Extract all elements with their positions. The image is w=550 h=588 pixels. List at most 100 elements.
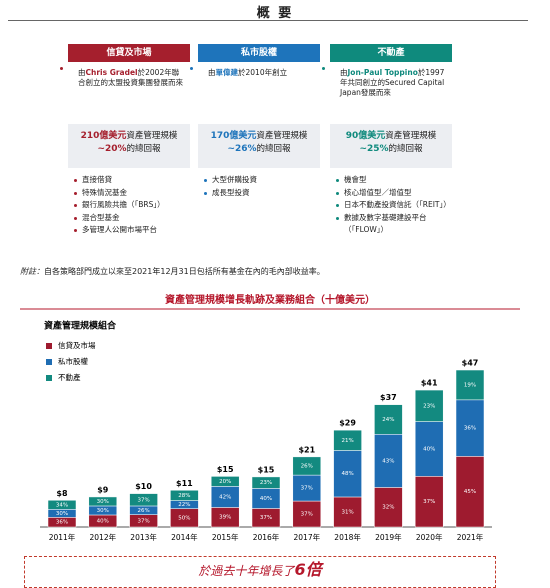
- bullet: 直接借貸: [74, 174, 190, 187]
- amount-text: 資產管理規模: [385, 131, 437, 141]
- intro: 由Chris Gradel於2002年聯合創立的太盟投資集團發展而來: [60, 62, 190, 118]
- amount-text: 資產管理規模: [256, 131, 308, 141]
- column-header: 信貸及市場: [68, 44, 190, 62]
- segment-label: 24%: [382, 417, 394, 423]
- chart: 資產管理規模增長軌跡及業務組合（十億美元） 資產管理規模組合 信貸及市場私市股權…: [20, 293, 520, 542]
- intro-pre: 由: [208, 68, 216, 77]
- segment-label: 32%: [382, 505, 394, 511]
- total-label: $47: [462, 359, 479, 368]
- segment-label: 37%: [423, 499, 435, 505]
- legend-label: 信貸及市場: [58, 340, 96, 350]
- x-tick-label: 2012年: [90, 532, 117, 542]
- amount: 170億美元: [210, 131, 257, 141]
- intro-post: 於2002年聯合創立的太盟投資集團發展而來: [78, 68, 183, 87]
- bullet: 數據及數字基礎建設平台（「FLOW」）: [336, 212, 452, 237]
- legend-swatch: [46, 375, 52, 381]
- segment-label: 37%: [260, 515, 272, 521]
- x-tick-label: 2013年: [130, 532, 157, 542]
- bar-segment: [333, 496, 362, 528]
- amount: 210億美元: [80, 131, 127, 141]
- total-label: $37: [380, 393, 397, 402]
- segment-label: 30%: [56, 511, 68, 517]
- highlight: 90億美元資產管理規模 ~25%的總回報: [330, 124, 452, 168]
- bar-segment: [170, 490, 199, 501]
- legend-swatch: [46, 343, 52, 349]
- footnote-label: 附註：: [20, 267, 44, 276]
- segment-label: 26%: [137, 508, 149, 514]
- intro: 由單偉建於2010年創立: [190, 62, 320, 118]
- total-label: $15: [217, 465, 234, 474]
- highlight: 170億美元資產管理規模 ~26%的總回報: [198, 124, 320, 168]
- bullet: 機會型: [336, 174, 452, 187]
- total-label: $10: [135, 482, 152, 491]
- bullet: 核心增值型／增值型: [336, 187, 452, 200]
- column: 私市股權 由單偉建於2010年創立 170億美元資產管理規模 ~26%的總回報 大型併購…: [190, 44, 320, 199]
- bullet: 大型併購投資: [204, 174, 320, 187]
- intro-name: Jon-Paul Toppino: [347, 68, 418, 77]
- x-tick-label: 2021年: [457, 532, 484, 542]
- segment-label: 39%: [219, 515, 231, 521]
- bullet: 銀行風險共擔（「BRS」）: [74, 199, 190, 212]
- segment-label: 20%: [219, 479, 231, 485]
- bar-segment: [374, 404, 403, 435]
- intro: 由Jon-Paul Toppino於1997年共同創立的Secured Capi…: [322, 62, 452, 118]
- x-tick-label: 2016年: [253, 532, 280, 542]
- segment-label: 40%: [260, 496, 272, 502]
- x-tick-label: 2011年: [49, 532, 76, 542]
- return: ~20%: [97, 144, 127, 154]
- amount-text: 資產管理規模: [126, 131, 178, 141]
- bullet: 日本不動產投資信託（「REIT」）: [336, 199, 452, 212]
- segment-label: 23%: [260, 480, 272, 486]
- return: ~26%: [227, 144, 257, 154]
- bullet: 特殊情況基金: [74, 187, 190, 200]
- segment-label: 19%: [464, 382, 476, 388]
- bullets: 大型併購投資 成長型投資: [198, 174, 320, 199]
- highlight: 210億美元資產管理規模 ~20%的總回報: [68, 124, 190, 168]
- bar-segment: [292, 500, 322, 528]
- bar-segment: [414, 421, 444, 477]
- bullets: 直接借貸 特殊情況基金 銀行風險共擔（「BRS」） 混合型基金 多管理人公開市場平台: [68, 174, 190, 237]
- bar-segment: [455, 369, 485, 401]
- legend-label: 不動產: [58, 372, 81, 382]
- bullet: 混合型基金: [74, 212, 190, 225]
- segment-label: 23%: [423, 403, 435, 409]
- column-header: 不動產: [330, 44, 452, 62]
- intro-post: 於2010年創立: [238, 68, 288, 77]
- segment-label: 43%: [382, 458, 394, 464]
- segment-label: 22%: [178, 502, 190, 508]
- legend-label: 私市股權: [58, 356, 88, 366]
- segment-label: 48%: [341, 471, 353, 477]
- bar-segment: [414, 389, 444, 422]
- footnote-text: 自各策略部門成立以來至2021年12月31日包括所有基金在內的毛內部收益率。: [44, 267, 325, 276]
- bar-segment: [333, 450, 362, 498]
- chart-title: 資產管理規模增長軌跡及業務組合（十億美元）: [165, 293, 375, 306]
- segment-label: 28%: [178, 493, 190, 499]
- title: 概 要: [256, 6, 294, 21]
- segment-label: 26%: [301, 463, 313, 469]
- segment-label: 37%: [137, 497, 149, 503]
- callout-emphasis: 6倍: [294, 560, 322, 579]
- segment-label: 30%: [97, 499, 109, 505]
- bar-segment: [210, 476, 240, 487]
- rule: [8, 20, 528, 21]
- bullets: 機會型 核心增值型／增值型 日本不動產投資信託（「REIT」） 數據及數字基礎建設平台…: [330, 174, 452, 237]
- segment-label: 42%: [219, 494, 231, 500]
- bar-segment: [455, 399, 485, 457]
- bar-segment: [88, 496, 118, 507]
- bar-segment: [374, 434, 403, 488]
- footnote: 附註：自各策略部門成立以來至2021年12月31日包括所有基金在內的毛內部收益率…: [20, 266, 540, 277]
- segment-label: 37%: [137, 518, 149, 524]
- callout-text: 於過去十年增長了: [198, 564, 295, 578]
- chart-subtitle: 資產管理規模組合: [44, 320, 117, 332]
- segment-label: 34%: [56, 502, 68, 508]
- total-label: $9: [97, 485, 109, 494]
- total-label: $41: [421, 379, 438, 388]
- x-tick-label: 2015年: [212, 532, 239, 542]
- segment-label: 40%: [97, 518, 109, 524]
- return-text: 的總回報: [256, 144, 291, 154]
- legend-swatch: [46, 359, 52, 365]
- intro-pre: 由: [340, 68, 348, 77]
- segment-label: 21%: [341, 438, 353, 444]
- intro-name: Chris Gradel: [85, 68, 138, 77]
